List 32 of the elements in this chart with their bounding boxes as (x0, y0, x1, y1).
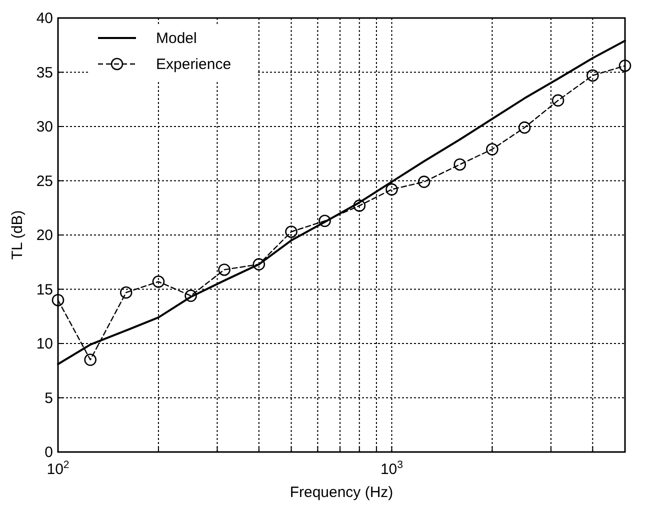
point (152, 276, 165, 288)
point (184, 290, 197, 302)
y-tick-label: 25 (36, 172, 53, 190)
point (120, 286, 132, 299)
point (84, 354, 96, 366)
point (52, 294, 64, 306)
point (285, 226, 298, 238)
point (318, 214, 331, 228)
legend-label: Model (156, 30, 197, 47)
y-tick-label: 15 (36, 281, 53, 298)
point (353, 200, 366, 212)
point (386, 183, 398, 196)
x-axis-title: Frequency (Hz) (290, 484, 394, 501)
y-axis-title: TL (dB) (9, 210, 26, 260)
point (486, 143, 498, 156)
y-tick-label: 40 (36, 10, 53, 27)
point (252, 258, 266, 270)
y-tick-label: 35 (36, 64, 53, 82)
x-tick-label: 10$^{3}$ (380, 459, 404, 478)
point (218, 264, 230, 276)
point (618, 60, 632, 72)
legend-label: Experience (156, 56, 232, 73)
y-tick-label: 5 (44, 390, 53, 407)
x-tick-label: 10$^{2}$ (46, 459, 70, 478)
point (552, 94, 564, 107)
y-tick-label: 10 (36, 336, 53, 352)
y-tick-label: 20 (36, 227, 53, 244)
point (418, 176, 430, 188)
y-tick-label: 0 (44, 444, 53, 461)
point (518, 121, 531, 134)
point (586, 69, 599, 82)
y-tick-label: 30 (36, 118, 53, 136)
